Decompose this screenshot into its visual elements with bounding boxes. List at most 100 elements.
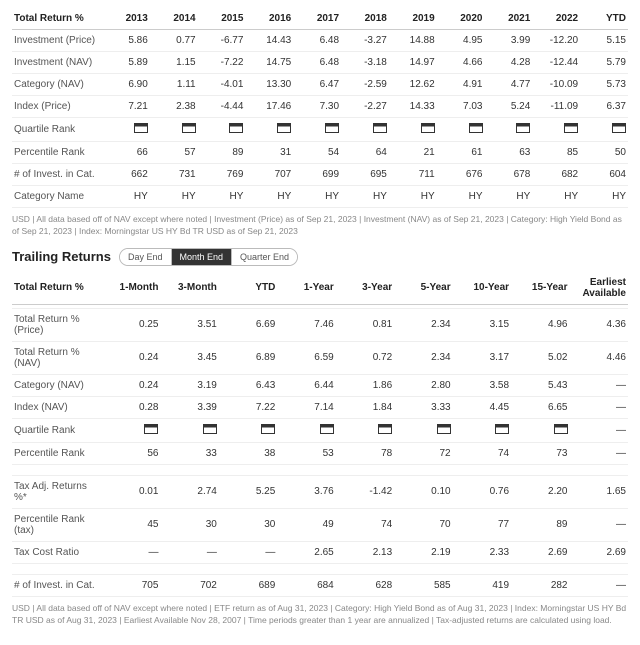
table-row: Total Return % (Price)0.253.516.697.460.…: [12, 308, 628, 341]
trailing-returns-header: Trailing Returns Day EndMonth EndQuarter…: [12, 248, 628, 266]
cell: HY: [245, 186, 293, 208]
cell: —: [570, 396, 629, 418]
row-label: Percentile Rank: [12, 442, 102, 464]
cell: 89: [198, 142, 246, 164]
cell: -6.77: [198, 30, 246, 52]
tab-quarter-end[interactable]: Quarter End: [232, 249, 297, 265]
cell: 1.84: [336, 396, 394, 418]
cell: 662: [102, 164, 150, 186]
table-row: Investment (NAV)5.891.15-7.2214.756.48-3…: [12, 52, 628, 74]
cell: 61: [437, 142, 485, 164]
cell: [160, 418, 218, 442]
cell: 2.65: [277, 541, 335, 563]
quartile-icon: [261, 424, 275, 434]
cell: [437, 118, 485, 142]
cell: HY: [580, 186, 628, 208]
cell: 6.48: [293, 30, 341, 52]
table-row: Tax Adj. Returns %*0.012.745.253.76-1.42…: [12, 475, 628, 508]
cell: 6.47: [293, 74, 341, 96]
column-header: YTD: [219, 272, 277, 305]
column-header: Earliest Available: [570, 272, 629, 305]
quartile-icon: [554, 424, 568, 434]
cell: HY: [102, 186, 150, 208]
cell: 78: [336, 442, 394, 464]
annual-returns-table: Total Return %20132014201520162017201820…: [12, 8, 628, 208]
cell: [453, 418, 511, 442]
tab-day-end[interactable]: Day End: [120, 249, 172, 265]
row-label: Category (NAV): [12, 374, 102, 396]
cell: 74: [453, 442, 511, 464]
cell: —: [570, 442, 629, 464]
trailing-returns-title: Trailing Returns: [12, 249, 111, 264]
cell: 5.79: [580, 52, 628, 74]
column-header: 2021: [485, 8, 533, 30]
cell: 2.33: [453, 541, 511, 563]
table-row: # of Invest. in Cat.66273176970769969571…: [12, 164, 628, 186]
cell: 0.72: [336, 341, 394, 374]
column-header: 3-Year: [336, 272, 394, 305]
row-label: # of Invest. in Cat.: [12, 574, 102, 596]
quartile-icon: [612, 123, 626, 133]
cell: 53: [277, 442, 335, 464]
cell: 3.76: [277, 475, 335, 508]
column-header: 2020: [437, 8, 485, 30]
cell: 3.58: [453, 374, 511, 396]
row-label: Index (NAV): [12, 396, 102, 418]
cell: HY: [341, 186, 389, 208]
cell: 14.43: [245, 30, 293, 52]
quartile-icon: [437, 424, 451, 434]
cell: 6.69: [219, 308, 277, 341]
cell: 3.17: [453, 341, 511, 374]
cell: 2.20: [511, 475, 569, 508]
quartile-icon: [320, 424, 334, 434]
cell: 6.43: [219, 374, 277, 396]
cell: 1.11: [150, 74, 198, 96]
cell: 2.13: [336, 541, 394, 563]
cell: —: [570, 374, 629, 396]
cell: 77: [453, 508, 511, 541]
cell: [277, 418, 335, 442]
cell: HY: [532, 186, 580, 208]
cell: 73: [511, 442, 569, 464]
cell: 282: [511, 574, 569, 596]
quartile-icon: [277, 123, 291, 133]
cell: —: [160, 541, 218, 563]
table-row: Quartile Rank: [12, 118, 628, 142]
cell: 3.39: [160, 396, 218, 418]
tab-month-end[interactable]: Month End: [172, 249, 233, 265]
row-label: Investment (NAV): [12, 52, 102, 74]
table-row: Percentile Rank6657893154642161638550: [12, 142, 628, 164]
quartile-icon: [421, 123, 435, 133]
quartile-icon: [229, 123, 243, 133]
cell: 2.74: [160, 475, 218, 508]
cell: 89: [511, 508, 569, 541]
column-header: 2019: [389, 8, 437, 30]
row-label: Total Return % (NAV): [12, 341, 102, 374]
column-header: 1-Month: [102, 272, 160, 305]
period-tabs: Day EndMonth EndQuarter End: [119, 248, 298, 266]
cell: 57: [150, 142, 198, 164]
cell: [511, 418, 569, 442]
cell: [102, 118, 150, 142]
cell: 14.97: [389, 52, 437, 74]
cell: 5.73: [580, 74, 628, 96]
cell: 705: [102, 574, 160, 596]
cell: 3.51: [160, 308, 218, 341]
cell: -11.09: [532, 96, 580, 118]
cell: 49: [277, 508, 335, 541]
cell: 0.24: [102, 341, 160, 374]
cell: HY: [150, 186, 198, 208]
column-header: 2018: [341, 8, 389, 30]
cell: HY: [389, 186, 437, 208]
cell: -10.09: [532, 74, 580, 96]
cell: 12.62: [389, 74, 437, 96]
cell: 5.89: [102, 52, 150, 74]
cell: 0.24: [102, 374, 160, 396]
cell: 2.34: [394, 308, 452, 341]
quartile-icon: [378, 424, 392, 434]
cell: 4.45: [453, 396, 511, 418]
cell: 0.81: [336, 308, 394, 341]
table-row: Percentile Rank (tax)4530304974707789—: [12, 508, 628, 541]
column-header: 1-Year: [277, 272, 335, 305]
cell: 1.15: [150, 52, 198, 74]
